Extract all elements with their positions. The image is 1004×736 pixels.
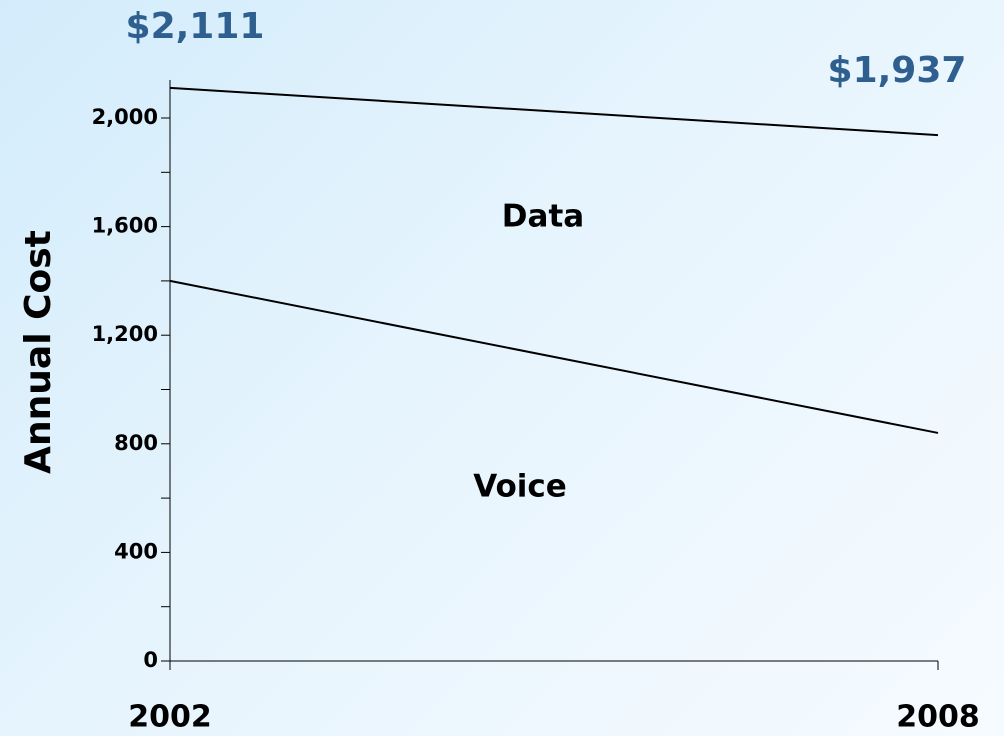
- area-label: Voice: [473, 469, 567, 505]
- annotation: $1,937: [828, 50, 967, 91]
- y-tick-label: 2,000: [92, 105, 158, 129]
- x-tick-label: 2002: [128, 700, 212, 735]
- series-line: [169, 279, 939, 434]
- y-axis-title: Annual Cost: [18, 230, 59, 474]
- y-tick-label: 800: [114, 431, 158, 455]
- y-tick-label: 1,600: [92, 214, 158, 238]
- area-label: Data: [502, 199, 584, 235]
- y-tick-label: 0: [143, 648, 158, 672]
- y-tick-label: 1,200: [92, 322, 158, 346]
- series-line: [169, 86, 939, 137]
- y-tick-label: 400: [114, 539, 158, 563]
- annotation: $2,111: [126, 6, 265, 47]
- x-tick-label: 2008: [896, 700, 980, 735]
